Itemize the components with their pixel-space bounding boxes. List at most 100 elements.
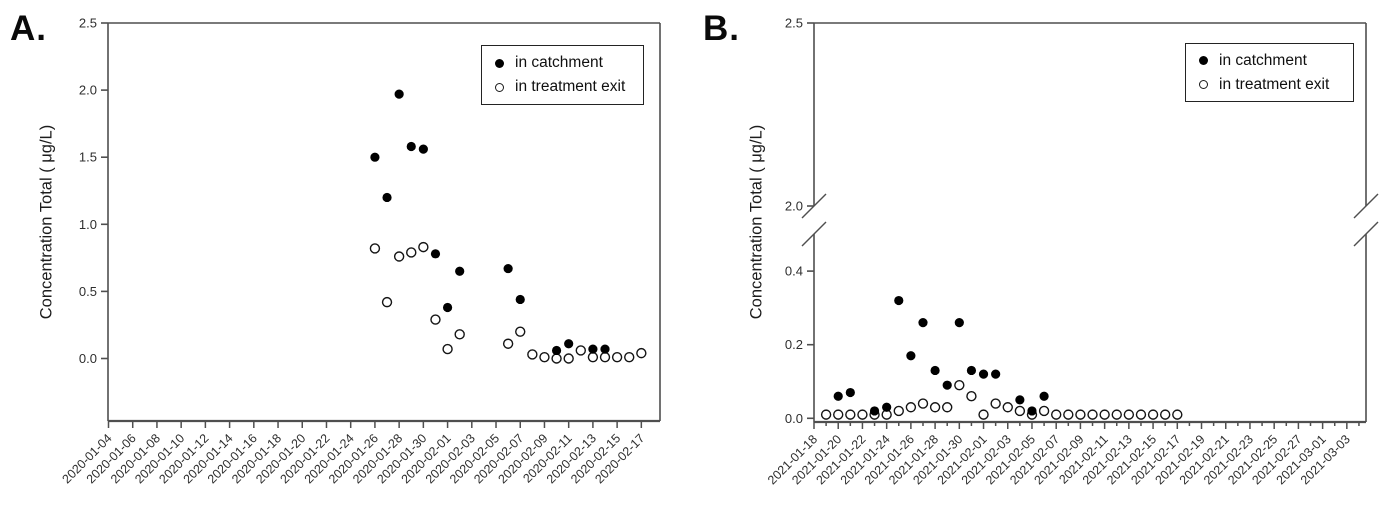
- legend-item-catchment: in catchment: [495, 54, 635, 72]
- data-point-open: [418, 241, 429, 253]
- data-point-open: [551, 353, 562, 364]
- y-tick-label: 2.5: [785, 16, 803, 31]
- data-point-open: [539, 351, 550, 363]
- data-point-open: [905, 402, 917, 413]
- data-point-open: [978, 409, 989, 420]
- data-point-open: [820, 409, 832, 420]
- data-point-open: [393, 251, 405, 262]
- data-point-open: [1051, 409, 1062, 420]
- data-point-open: [833, 409, 844, 420]
- data-point-open: [502, 338, 514, 349]
- data-point-open: [1063, 409, 1074, 420]
- panel-a-label: A.: [10, 9, 47, 48]
- data-point-open: [1038, 405, 1050, 417]
- data-point-filled: [894, 295, 904, 306]
- legend-label: in catchment: [515, 54, 603, 71]
- data-point-open: [430, 314, 441, 325]
- data-point-filled: [430, 249, 441, 259]
- legend-item-catchment: in catchment: [1199, 52, 1345, 70]
- data-point-open: [515, 326, 526, 337]
- data-point-filled: [991, 369, 1001, 379]
- y-tick-label: 0.2: [785, 337, 803, 352]
- data-point-open: [611, 351, 623, 363]
- data-point-filled: [882, 402, 892, 412]
- data-point-filled: [930, 365, 940, 376]
- data-point-filled: [588, 344, 598, 354]
- data-point-open: [1099, 409, 1110, 420]
- panel-b-legend: in catchment in treatment exit: [1185, 43, 1354, 102]
- data-point-filled: [918, 318, 928, 328]
- y-tick-label: 2.5: [79, 16, 97, 31]
- data-point-open: [636, 347, 647, 359]
- data-point-filled: [1039, 391, 1049, 401]
- data-point-open: [1087, 409, 1098, 420]
- y-tick-label: 0.0: [785, 411, 803, 426]
- y-tick-label: 1.5: [79, 150, 97, 165]
- y-tick-label: 0.0: [79, 351, 97, 366]
- data-point-filled: [845, 387, 855, 398]
- data-point-filled: [370, 152, 380, 162]
- data-point-filled: [394, 89, 404, 99]
- data-point-open: [893, 405, 904, 417]
- panel-b-chart: 0.00.20.42.02.52021-01-182021-01-202021-…: [765, 16, 1379, 487]
- data-point-open: [1002, 402, 1013, 413]
- data-point-filled: [942, 380, 952, 390]
- data-point-open: [929, 402, 941, 413]
- data-point-open: [845, 409, 856, 420]
- data-point-filled: [564, 339, 574, 349]
- legend-label: in treatment exit: [515, 78, 626, 95]
- data-point-filled: [1027, 406, 1037, 416]
- data-point-open: [454, 329, 465, 340]
- data-point-open: [527, 349, 538, 360]
- data-point-open: [587, 351, 599, 363]
- legend-item-treatment-exit: in treatment exit: [1199, 76, 1345, 94]
- data-point-open: [917, 398, 929, 409]
- data-point-filled: [600, 344, 610, 354]
- data-point-filled: [906, 351, 916, 361]
- open-circle-icon: [495, 82, 504, 92]
- data-point-open: [624, 351, 635, 363]
- y-tick-label: 0.4: [785, 264, 803, 279]
- data-point-open: [442, 343, 453, 355]
- data-point-open: [599, 351, 611, 363]
- panel-a-legend: in catchment in treatment exit: [481, 45, 644, 105]
- data-point-open: [1159, 409, 1171, 420]
- y-tick-label: 2.0: [785, 199, 803, 214]
- data-point-open: [1172, 409, 1183, 420]
- data-point-open: [563, 353, 574, 364]
- data-point-filled: [954, 318, 964, 328]
- data-point-open: [1075, 409, 1086, 420]
- data-point-open: [966, 391, 977, 402]
- data-point-filled: [503, 263, 513, 274]
- filled-circle-icon: [495, 58, 504, 68]
- data-point-filled: [515, 294, 525, 305]
- filled-circle-icon: [1199, 56, 1208, 65]
- series-catchment: [833, 295, 1049, 416]
- data-point-filled: [406, 141, 416, 152]
- data-point-filled: [382, 192, 392, 203]
- data-point-open: [1014, 405, 1026, 417]
- data-point-filled: [1015, 395, 1025, 405]
- y-tick-label: 2.0: [79, 83, 97, 98]
- data-point-filled: [551, 345, 562, 356]
- data-point-filled: [455, 266, 465, 276]
- data-point-open: [1135, 409, 1147, 420]
- data-point-filled: [978, 369, 989, 379]
- data-point-open: [954, 379, 965, 391]
- data-point-open: [369, 243, 381, 254]
- y-tick-label: 1.0: [79, 217, 97, 232]
- data-point-filled: [966, 365, 977, 376]
- panel-a-chart: 0.00.51.01.52.02.52020-01-042020-01-0620…: [60, 16, 661, 486]
- panel-b-label: B.: [703, 9, 740, 48]
- legend-item-treatment-exit: in treatment exit: [495, 78, 635, 96]
- data-point-open: [1111, 409, 1122, 420]
- data-point-open: [381, 296, 393, 308]
- series-treatment-exit: [369, 241, 647, 364]
- data-point-open: [575, 345, 586, 356]
- data-point-filled: [418, 144, 428, 154]
- legend-label: in treatment exit: [1219, 75, 1330, 93]
- open-circle-icon: [1199, 80, 1208, 89]
- legend-label: in catchment: [1219, 51, 1307, 69]
- y-tick-label: 0.5: [79, 284, 97, 299]
